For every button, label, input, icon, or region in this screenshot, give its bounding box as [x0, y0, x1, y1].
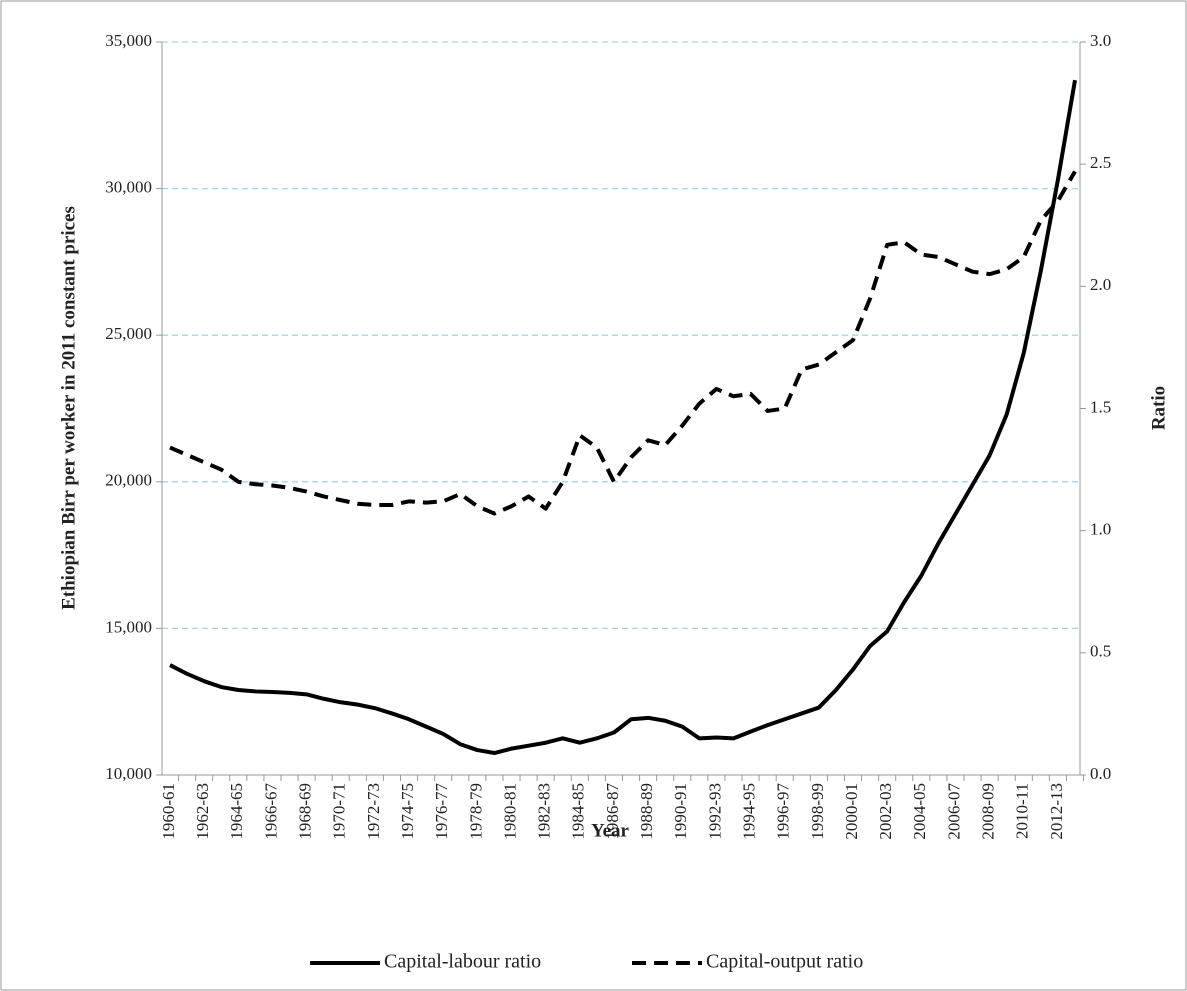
- x-tick-label: 1960-61: [159, 783, 178, 840]
- series-line: [169, 79, 1077, 756]
- legend-label: Capital-labour ratio: [384, 951, 541, 973]
- y2-tick-label: 1.5: [1090, 397, 1111, 416]
- x-tick-label: 1970-71: [330, 783, 349, 840]
- x-tick-label: 2012-13: [1047, 783, 1066, 840]
- y-tick-label: 20,000: [105, 471, 152, 490]
- y2-tick-label: 2.0: [1090, 275, 1111, 294]
- y2-axis-title: Ratio: [1148, 386, 1169, 430]
- x-tick-label: 1986-87: [603, 783, 622, 840]
- x-tick-label: 1992-93: [705, 783, 724, 840]
- legend-label: Capital-output ratio: [706, 951, 863, 973]
- x-tick-label: 2004-05: [910, 783, 929, 840]
- y-tick-label: 30,000: [105, 178, 152, 197]
- y-tick-label: 15,000: [105, 617, 152, 636]
- x-tick-label: 1976-77: [432, 783, 451, 840]
- x-tick-label: 1984-85: [569, 783, 588, 840]
- x-tick-label: 1964-65: [227, 783, 246, 840]
- x-tick-label: 1974-75: [398, 783, 417, 840]
- y2-tick-label: 1.0: [1090, 520, 1111, 539]
- y2-tick-label: 0.0: [1090, 764, 1111, 783]
- x-tick-label: 2010-11: [1013, 783, 1032, 839]
- x-tick-label: 1988-89: [637, 783, 656, 840]
- x-tick-label: 1998-99: [808, 783, 827, 840]
- y2-tick-label: 0.5: [1090, 642, 1111, 661]
- x-tick-label: 1990-91: [671, 783, 690, 840]
- x-axis-title: Year: [591, 820, 630, 841]
- y-tick-label: 35,000: [105, 31, 152, 50]
- x-tick-label: 1968-69: [296, 783, 315, 840]
- x-tick-label: 1972-73: [364, 783, 383, 840]
- x-tick-label: 1982-83: [535, 783, 554, 840]
- y2-tick-label: 2.5: [1090, 153, 1111, 172]
- series-line: [169, 170, 1077, 516]
- x-tick-label: 2006-07: [944, 783, 963, 840]
- y-axis-title: Ethiopian Birr per worker in 2011 consta…: [58, 206, 79, 610]
- x-tick-label: 1996-97: [774, 783, 793, 840]
- x-tick-label: 1978-79: [466, 783, 485, 840]
- x-tick-label: 2000-01: [842, 783, 861, 840]
- y2-tick-label: 3.0: [1090, 31, 1111, 50]
- x-tick-label: 1994-95: [739, 783, 758, 840]
- x-tick-label: 1962-63: [193, 783, 212, 840]
- y-tick-label: 25,000: [105, 324, 152, 343]
- x-tick-label: 2008-09: [979, 783, 998, 840]
- x-tick-label: 1966-67: [261, 783, 280, 840]
- x-tick-label: 2002-03: [876, 783, 895, 840]
- y-tick-label: 10,000: [105, 764, 152, 783]
- x-tick-label: 1980-81: [500, 783, 519, 840]
